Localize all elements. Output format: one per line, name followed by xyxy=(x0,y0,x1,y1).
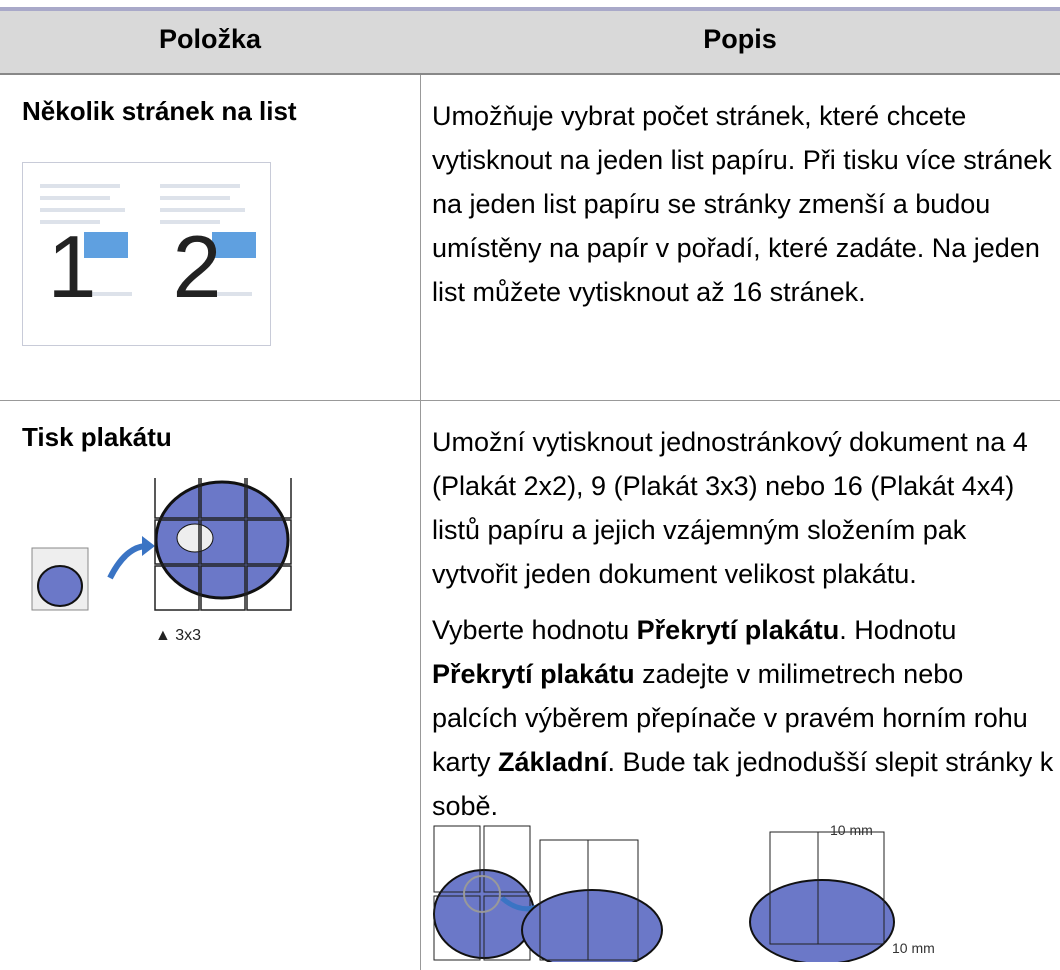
bold-text: Základní xyxy=(498,747,608,777)
overlap-label: 10 mm xyxy=(892,940,935,956)
paragraph: Vyberte hodnotu Překrytí plakátu. Hodnot… xyxy=(432,608,1054,828)
row-rule xyxy=(0,400,1060,401)
image-label: 2 xyxy=(173,217,222,316)
text: Vyberte hodnotu xyxy=(432,615,637,645)
image-caption: ▲ 3x3 xyxy=(155,627,201,644)
image-label: 1 xyxy=(48,217,97,316)
overlap-image: 10 mm 10 mm xyxy=(433,822,935,962)
top-rule xyxy=(0,7,1060,11)
header-rule xyxy=(0,73,1060,75)
text: zadejte v milimetrech nebo palcích výběr… xyxy=(432,659,1028,777)
paragraph: Umožní vytisknout jednostránkový dokumen… xyxy=(432,420,1054,596)
item-label: Několik stránek na list xyxy=(22,96,297,126)
column-divider xyxy=(420,75,421,970)
text: . Bude tak jednodušší slepit stránky k s… xyxy=(432,747,1054,821)
description: Umožňuje vybrat počet stránek, které chc… xyxy=(432,94,1054,326)
text: . Hodnotu xyxy=(839,615,957,645)
text: Umožní vytisknout jednostránkový dokumen… xyxy=(432,427,1028,589)
header-cell: Položka xyxy=(158,24,262,54)
header-cell: Popis xyxy=(703,24,777,54)
bold-text: Překrytí plakátu xyxy=(432,659,635,689)
overlap-label: 10 mm xyxy=(830,822,873,838)
pages-image: 1 2 xyxy=(22,162,271,346)
bold-text: Překrytí plakátu xyxy=(636,615,840,645)
poster-image: ▲ 3x3 xyxy=(31,478,292,644)
header-row xyxy=(0,11,1060,73)
paragraph: Umožňuje vybrat počet stránek, které chc… xyxy=(432,94,1054,314)
text: Umožňuje vybrat počet stránek, které chc… xyxy=(432,101,1052,307)
item-label: Tisk plakátu xyxy=(22,422,172,452)
description: Umožní vytisknout jednostránkový dokumen… xyxy=(432,420,1054,840)
